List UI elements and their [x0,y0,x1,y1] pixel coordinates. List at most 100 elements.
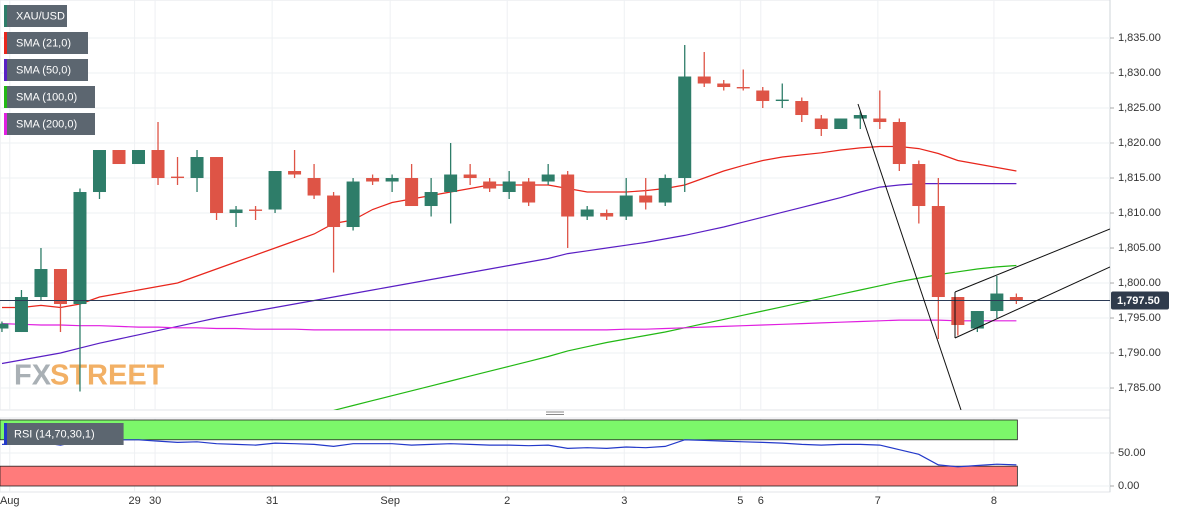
candle-body [92,150,106,193]
x-tick-label: 30 [149,495,161,507]
candle-body [34,269,48,298]
legend-swatch [4,5,7,27]
x-tick-label: 7 [875,495,881,507]
legend-swatch [4,423,7,445]
candle-body [522,181,536,203]
candle-body [814,118,828,130]
channel-upper [954,228,1110,293]
line-series [333,264,1017,410]
legend-swatch [4,113,7,135]
candle-body [210,157,224,214]
candle-body [1009,297,1023,301]
candle-body [190,157,204,179]
candle-body [0,323,9,329]
x-tick-label: Aug [0,495,20,507]
y-tick-label: 1,785.00 [1118,382,1161,394]
line-series [1,319,1017,331]
candle-body [366,178,380,182]
legend-label: SMA (200,0) [16,118,77,130]
y-tick-label: 1,820.00 [1118,137,1161,149]
trendlines [857,103,1110,410]
candle-body [53,269,67,305]
candle-body [600,213,614,217]
candle-body [112,150,126,165]
y-tick-label: 1,830.00 [1118,67,1161,79]
candle-body [678,76,692,179]
watermark-street: STREET [50,360,165,392]
candle-body [171,176,185,179]
candle-body [483,181,497,189]
candle-body [853,115,867,119]
legend-box [4,5,67,27]
candle-body [795,101,809,116]
y-tick-label: 0.00 [1118,480,1139,492]
main-plot [0,45,1110,410]
candle-body [444,174,458,193]
x-tick-label: 6 [758,495,764,507]
candle-body [346,181,360,228]
legend-box [4,113,95,135]
candle-body [775,99,789,102]
candle-body [736,87,750,89]
candle-body [541,174,555,182]
y-tick-label: 50.00 [1118,447,1146,459]
legend-label: XAU/USD [16,10,65,22]
candle-body [717,83,731,88]
candle-body [249,209,263,211]
candle-body [873,118,887,123]
candle-body [951,297,965,326]
candle-body [307,178,321,196]
y-tick-label: 1,810.00 [1118,207,1161,219]
legend: XAU/USD SMA (21,0) SMA (50,0) SMA (100,0) SM… [4,5,124,445]
rsi-plot [0,419,1018,487]
candle-body [151,150,165,179]
rsi-band [0,465,1018,487]
candle-body [502,181,516,193]
candle-body [892,122,906,165]
candle-body [14,297,28,333]
y-tick-label: 1,825.00 [1118,102,1161,114]
legend-box [4,86,95,108]
legend-swatch [4,59,7,81]
main-pane [0,0,1111,411]
y-tick-label: 1,790.00 [1118,347,1161,359]
legend-label: SMA (50,0) [16,64,71,76]
legend-box [4,59,88,81]
x-tick-label: 2 [504,495,510,507]
y-tick-label: 1,795.00 [1118,312,1161,324]
x-tick-label: 29 [128,495,140,507]
candle-body [639,195,653,203]
y-tick-label: 1,800.00 [1118,277,1161,289]
candle-body [132,150,146,165]
watermark-fx: FX [14,360,52,392]
legend-swatch [4,86,7,108]
trendline [857,103,962,410]
legend-swatch [4,32,7,54]
legend-label: SMA (100,0) [16,91,77,103]
legend-label: RSI (14,70,30,1) [14,428,95,440]
x-tick-label: 5 [737,495,743,507]
candle-body [288,171,302,175]
last-price-label: 1,797.50 [1117,295,1160,307]
candle-body [463,174,477,179]
y-tick-label: 1,805.00 [1118,242,1161,254]
pane-handle [546,411,564,415]
y-tick-label: 1,815.00 [1118,172,1161,184]
candle-body [580,209,594,217]
candle-body [268,171,282,210]
candle-body [658,178,672,203]
x-tick-label: Sep [380,495,400,507]
x-tick-label: 8 [991,495,997,507]
axes: 1,785.00 1,790.00 1,795.00 1,800.00 1,805.00… [0,32,1169,507]
channel-lower [954,266,1110,339]
candle-body [619,195,633,217]
line-series [1,438,1017,468]
candle-body [834,118,848,130]
legend-box [4,32,88,54]
x-tick-label: 31 [266,495,278,507]
candle-body [327,195,341,228]
candle-body [912,164,926,207]
candle-body [73,192,87,305]
x-tick-label: 3 [621,495,627,507]
